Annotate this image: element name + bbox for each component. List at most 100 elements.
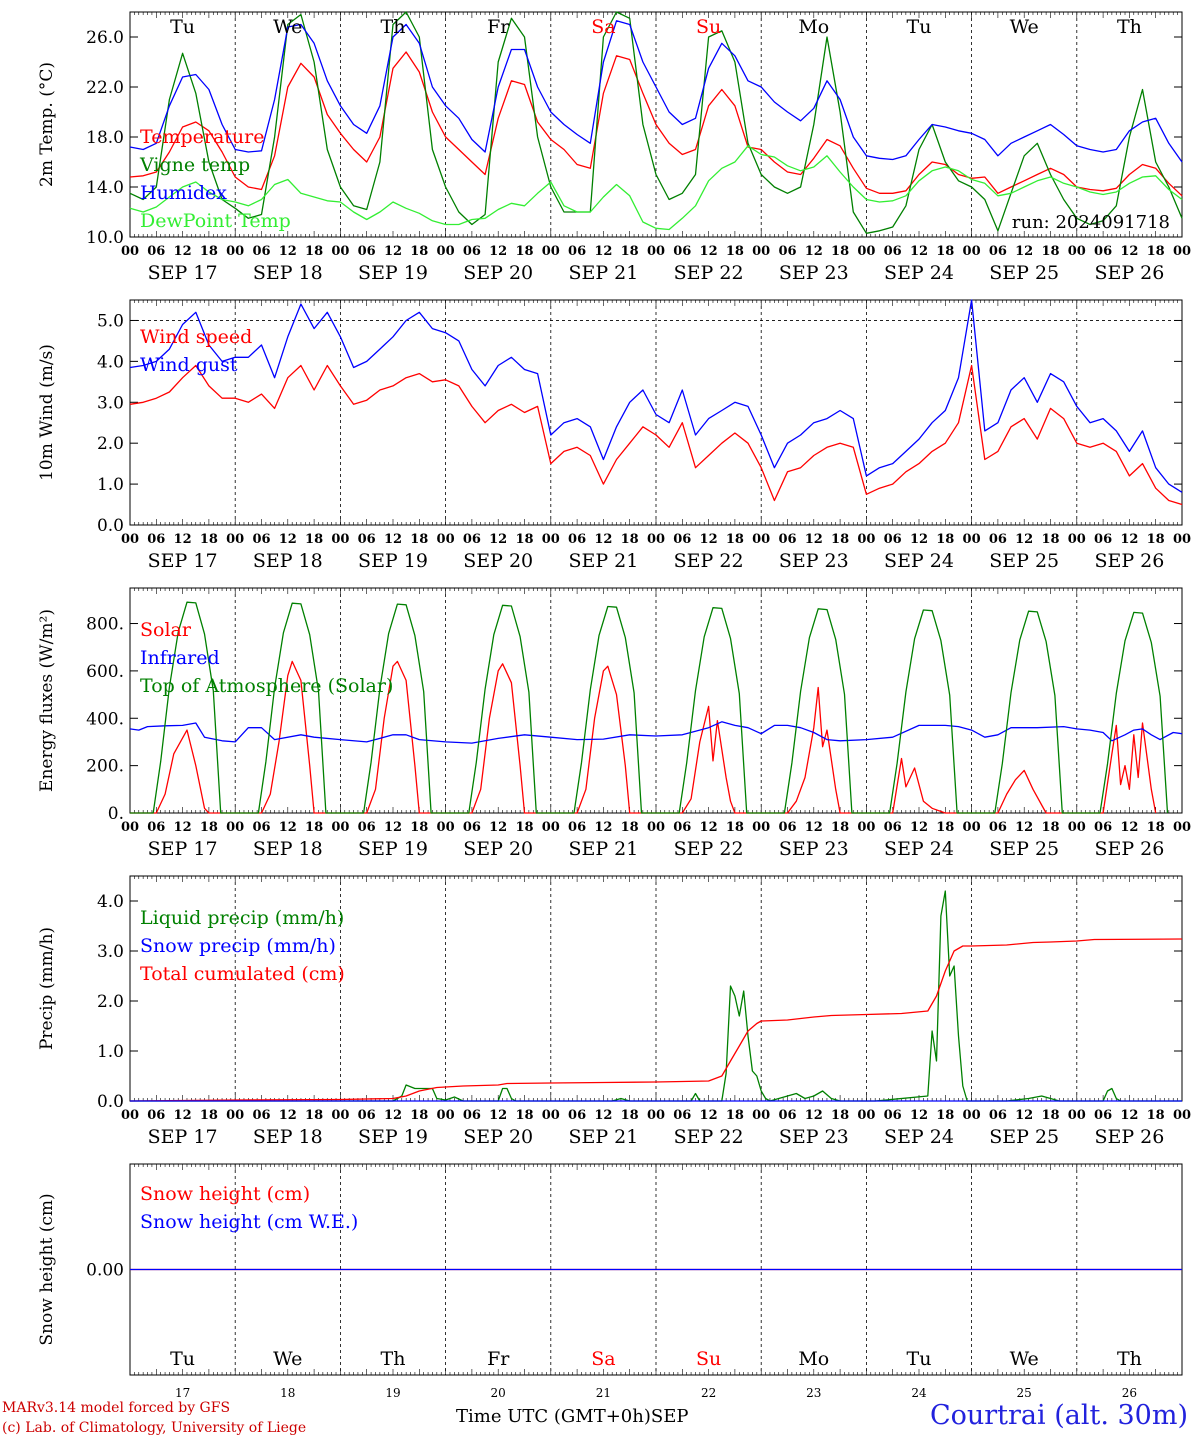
hour-tick-label: 06 [463, 820, 481, 835]
date-label: SEP 22 [674, 550, 744, 572]
hour-tick-label: 18 [1041, 244, 1059, 259]
hour-tick-label: 18 [621, 244, 639, 259]
hour-tick-label: 12 [279, 532, 297, 547]
legend-entry: Solar [140, 619, 192, 641]
hour-tick-label: 18 [936, 820, 954, 835]
hour-tick-label: 12 [489, 820, 507, 835]
date-label: SEP 19 [358, 1126, 428, 1148]
hour-tick-label: 06 [778, 1108, 796, 1123]
y-tick-label: 4.0 [97, 352, 124, 372]
hour-tick-label: 06 [147, 532, 165, 547]
series-line-infrared [129, 721, 1183, 744]
hour-tick-label: 06 [252, 1108, 270, 1123]
hour-tick-label: 06 [147, 1108, 165, 1123]
hour-tick-label: 06 [358, 820, 376, 835]
day-number-label: 19 [385, 1386, 400, 1400]
date-label: SEP 21 [568, 262, 638, 284]
date-label: SEP 21 [568, 838, 638, 860]
hour-tick-label: 12 [384, 820, 402, 835]
weekday-label: Tu [170, 1348, 195, 1370]
hour-tick-label: 12 [1120, 1108, 1138, 1123]
hour-tick-label: 18 [410, 244, 428, 259]
hour-tick-label: 12 [1120, 820, 1138, 835]
hour-tick-label: 00 [1173, 532, 1191, 547]
time-axis-title: Time UTC (GMT+0h)SEP [456, 1406, 688, 1427]
hour-tick-label: 18 [831, 244, 849, 259]
hour-tick-label: 00 [542, 244, 560, 259]
hour-tick-label: 18 [1147, 820, 1165, 835]
hour-tick-label: 00 [647, 532, 665, 547]
hour-tick-label: 18 [936, 244, 954, 259]
hour-tick-label: 00 [542, 1108, 560, 1123]
hour-tick-label: 12 [910, 532, 928, 547]
y-tick-label: 26.0 [86, 28, 124, 48]
y-tick-label: 5.0 [97, 311, 124, 331]
hour-tick-label: 12 [910, 244, 928, 259]
hour-tick-label: 06 [673, 1108, 691, 1123]
top-tick-marks [129, 588, 1183, 594]
hour-tick-label: 18 [726, 820, 744, 835]
model-credit: MARv3.14 model forced by GFS [2, 1400, 231, 1416]
hour-tick-label: 18 [1147, 532, 1165, 547]
hour-tick-label: 06 [147, 244, 165, 259]
y-tick-label: 4.0 [97, 892, 124, 912]
weekday-label: We [1010, 1348, 1039, 1370]
hour-tick-label: 18 [410, 820, 428, 835]
legend-entry: Liquid precip (mm/h) [140, 907, 344, 929]
date-label: SEP 24 [884, 550, 954, 572]
y-tick-label: 200. [86, 757, 124, 777]
weekday-label: Tu [907, 1348, 932, 1370]
day-number-label: 20 [491, 1386, 506, 1400]
hour-tick-label: 00 [1173, 1108, 1191, 1123]
hour-tick-label: 00 [647, 244, 665, 259]
y-axis-label: Energy fluxes (W/m²) [37, 609, 57, 792]
hour-tick-label: 12 [174, 820, 192, 835]
date-label: SEP 21 [568, 1126, 638, 1148]
hour-tick-label: 18 [200, 1108, 218, 1123]
weekday-label: Mo [798, 1348, 829, 1370]
bottom-tick-marks [129, 1369, 1183, 1375]
date-label: SEP 18 [253, 1126, 323, 1148]
date-label: SEP 19 [358, 262, 428, 284]
hour-tick-label: 06 [568, 820, 586, 835]
hour-tick-label: 06 [1094, 820, 1112, 835]
hour-tick-label: 12 [700, 244, 718, 259]
weekday-label: Fr [487, 16, 510, 38]
legend-entry: Total cumulated (cm) [140, 963, 345, 985]
hour-tick-label: 06 [884, 820, 902, 835]
hour-tick-label: 06 [673, 532, 691, 547]
hour-tick-label: 06 [1094, 532, 1112, 547]
hour-tick-label: 06 [778, 244, 796, 259]
legend-entry: Wind gust [140, 354, 238, 376]
date-label: SEP 26 [1094, 550, 1164, 572]
hour-tick-label: 06 [989, 820, 1007, 835]
legend-entry: Vigne temp [139, 154, 250, 176]
hour-tick-label: 12 [384, 244, 402, 259]
date-label: SEP 26 [1094, 838, 1164, 860]
hour-tick-label: 12 [1015, 532, 1033, 547]
y-tick-label: 0.00 [86, 1261, 124, 1281]
hour-tick-label: 00 [1068, 244, 1086, 259]
hour-tick-label: 12 [805, 820, 823, 835]
hour-tick-label: 18 [621, 532, 639, 547]
hour-tick-label: 18 [1041, 1108, 1059, 1123]
hour-tick-label: 18 [726, 244, 744, 259]
hour-tick-label: 00 [1068, 820, 1086, 835]
y-axis-label: Snow height (cm) [37, 1193, 57, 1345]
hour-tick-label: 12 [594, 820, 612, 835]
top-tick-marks [129, 12, 1183, 18]
top-tick-marks [129, 1164, 1183, 1170]
y-axis-label: 2m Temp. (°C) [37, 62, 57, 187]
run-annotation: run: 2024091718 [1012, 212, 1170, 233]
hour-tick-label: 12 [910, 1108, 928, 1123]
date-label: SEP 26 [1094, 1126, 1164, 1148]
date-label: SEP 17 [148, 1126, 218, 1148]
hour-tick-label: 00 [647, 1108, 665, 1123]
hour-tick-label: 06 [1094, 244, 1112, 259]
top-tick-marks [129, 300, 1183, 306]
day-number-label: 18 [280, 1386, 295, 1400]
day-number-label: 26 [1122, 1386, 1137, 1400]
hour-tick-label: 00 [752, 532, 770, 547]
y-tick-label: 0. [108, 804, 124, 824]
